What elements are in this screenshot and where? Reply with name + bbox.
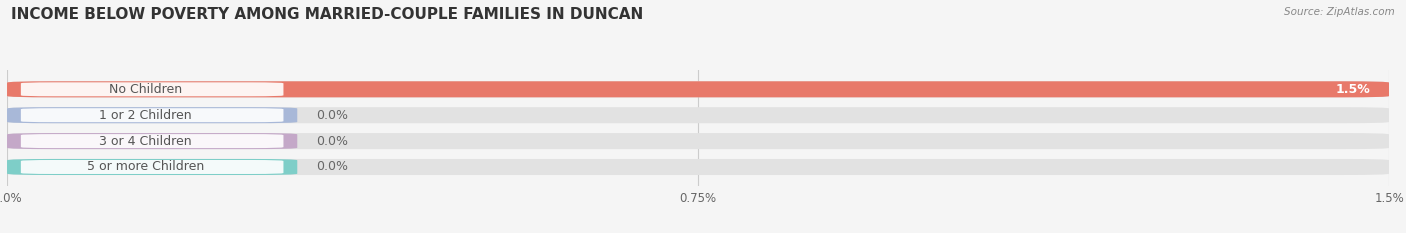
Text: No Children: No Children (108, 83, 181, 96)
FancyBboxPatch shape (21, 160, 284, 174)
FancyBboxPatch shape (21, 108, 284, 122)
FancyBboxPatch shape (7, 133, 297, 149)
Text: 3 or 4 Children: 3 or 4 Children (98, 135, 191, 147)
Text: 1.5%: 1.5% (1336, 83, 1371, 96)
Text: INCOME BELOW POVERTY AMONG MARRIED-COUPLE FAMILIES IN DUNCAN: INCOME BELOW POVERTY AMONG MARRIED-COUPL… (11, 7, 644, 22)
FancyBboxPatch shape (7, 81, 1389, 97)
Text: 0.0%: 0.0% (316, 161, 347, 174)
Text: 0.0%: 0.0% (316, 135, 347, 147)
FancyBboxPatch shape (21, 82, 284, 96)
Text: 1 or 2 Children: 1 or 2 Children (98, 109, 191, 122)
Text: 5 or more Children: 5 or more Children (87, 161, 204, 174)
Text: Source: ZipAtlas.com: Source: ZipAtlas.com (1284, 7, 1395, 17)
Text: 0.0%: 0.0% (316, 109, 347, 122)
FancyBboxPatch shape (7, 107, 1389, 123)
FancyBboxPatch shape (7, 133, 1389, 149)
FancyBboxPatch shape (7, 107, 297, 123)
FancyBboxPatch shape (7, 159, 297, 175)
FancyBboxPatch shape (21, 134, 284, 148)
FancyBboxPatch shape (7, 159, 1389, 175)
FancyBboxPatch shape (7, 81, 1389, 97)
